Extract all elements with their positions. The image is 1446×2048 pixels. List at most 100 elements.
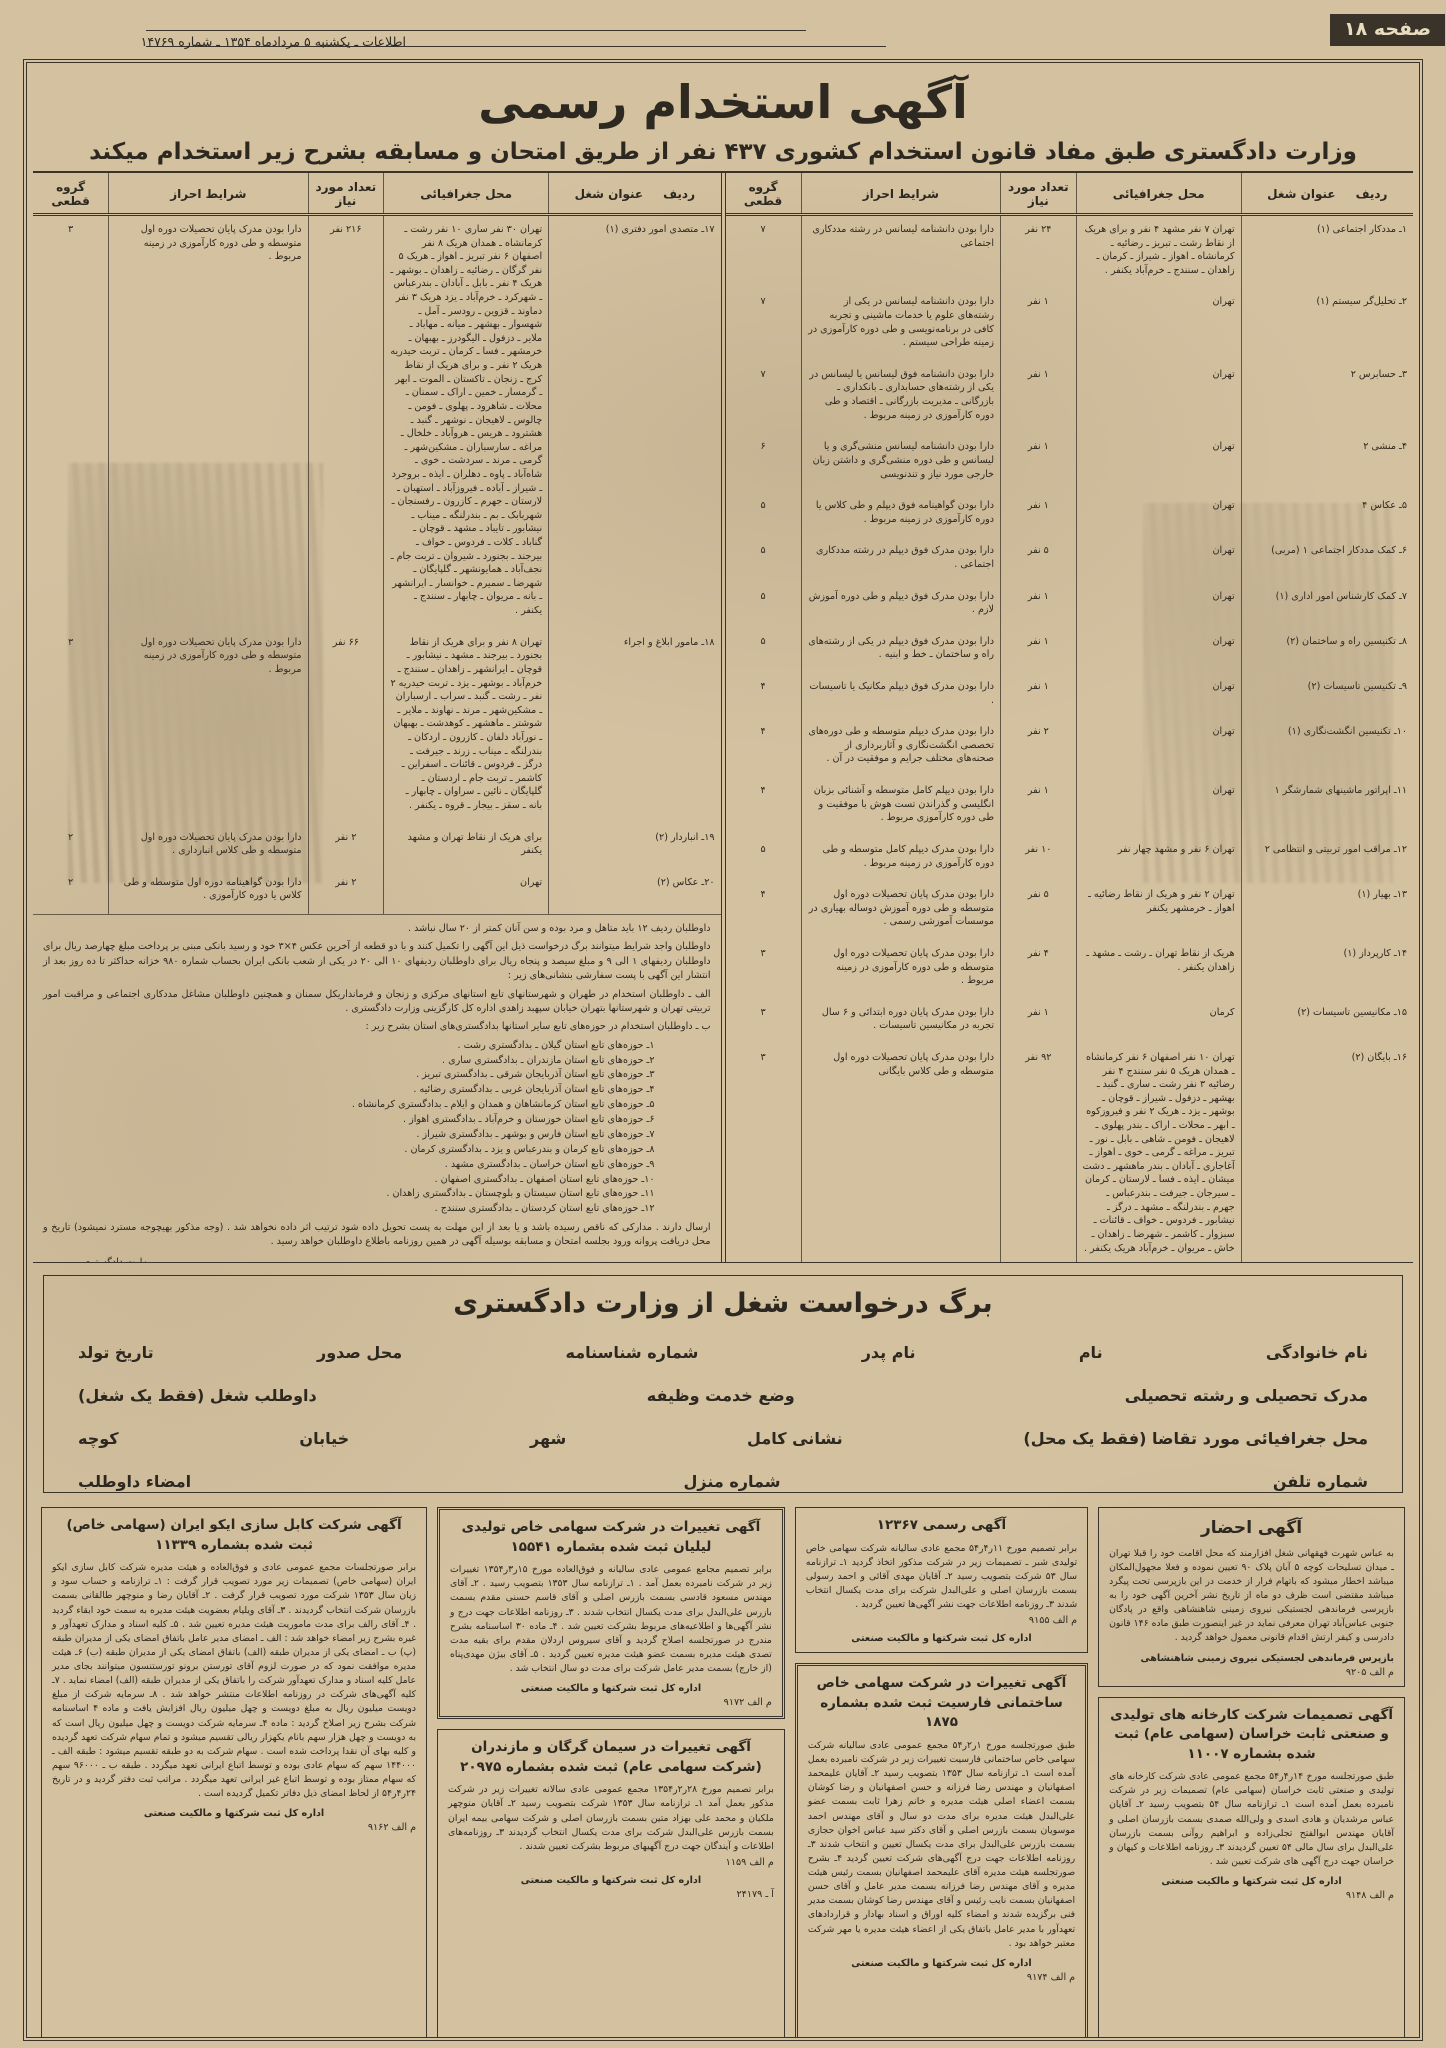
district-address: ۸ـ حوزه‌های تابع کرمان و بندرعباس و یزد … bbox=[404, 1143, 655, 1155]
job-requirements: دارا بودن دیپلم کامل متوسطه و آشنائی بزب… bbox=[800, 777, 1001, 836]
field-street[interactable]: خیابان bbox=[299, 1429, 350, 1448]
job-title: ۱۷ـ متصدی امور دفتری (۱) bbox=[548, 214, 721, 629]
job-group: ۷ bbox=[760, 368, 766, 380]
job-title: ۱۱ـ اپراتور ماشینهای شمارشگر ۱ bbox=[1240, 777, 1413, 836]
ad-registry-office: اداره کل ثبت شرکتها و مالکیت صنعتی bbox=[1161, 1876, 1342, 1888]
job-locations: کرمان bbox=[1075, 998, 1242, 1044]
job-count: ۱ نفر bbox=[1000, 777, 1077, 836]
field-last-name[interactable]: نام خانوادگی bbox=[1265, 1343, 1368, 1362]
note-closing: ارسال دارند . مدارکی که ناقص رسیده باشد … bbox=[43, 1222, 711, 1248]
job-locations: تهران bbox=[1075, 718, 1242, 778]
job-locations: تهران ۲ نفر و هریک از نقاط رضائیه ـ اهوا… bbox=[1075, 881, 1242, 940]
job-locations: تهران ۳۰ نفر ساری ۱۰ نفر رشت ـ کرمانشاه … bbox=[383, 214, 549, 629]
field-father-name[interactable]: نام پدر bbox=[861, 1343, 916, 1362]
job-row: ۷ـ کمک کارشناس امور اداری (۱) تهران ۱ نف… bbox=[726, 582, 1413, 628]
job-title: ۸ـ تکنیسین راه و ساختمان (۲) bbox=[1240, 627, 1413, 674]
form-row-identity: نام خانوادگی نام نام پدر شماره شناسنامه … bbox=[78, 1343, 1368, 1362]
note-row12: داوطلبان ردیف ۱۲ باید متاهل و مرد بوده و… bbox=[408, 923, 711, 935]
job-row: ۶ـ کمک مددکار اجتماعی ۱ (مربی) تهران ۵ ن… bbox=[726, 537, 1413, 583]
field-degree[interactable]: مدرک تحصیلی و رشته تحصیلی bbox=[1124, 1386, 1368, 1405]
job-group: ۳ bbox=[760, 947, 766, 959]
job-count: ۱ نفر bbox=[1000, 627, 1077, 674]
district-address: ۳ـ حوزه‌های تابع استان آذربایجان شرقی ـ … bbox=[416, 1069, 655, 1081]
field-phone-number[interactable]: شماره تلفن bbox=[1272, 1472, 1368, 1491]
job-locations: تهران bbox=[1075, 627, 1242, 674]
ads-column-1: آگهی احضار به عباس شهرت فهقهانی شغل افزا… bbox=[1098, 1507, 1405, 2037]
field-alley[interactable]: کوچه bbox=[78, 1429, 119, 1448]
job-group: ۲ bbox=[68, 876, 74, 888]
job-count: ۱ نفر bbox=[1000, 998, 1077, 1044]
job-title: ۲۰ـ عکاس (۲) bbox=[548, 868, 721, 915]
job-count: ۱ نفر bbox=[1000, 433, 1077, 493]
field-desired-job[interactable]: داوطلب شغل (فقط یک شغل) bbox=[78, 1386, 317, 1405]
field-first-name[interactable]: نام bbox=[1078, 1343, 1103, 1362]
job-title: ۳ـ حسابرس ۲ bbox=[1240, 360, 1413, 434]
employment-table-rows-17-20: ردیفعنوان شغل محل جغرافیائی تعداد مورد ن… bbox=[33, 173, 721, 915]
job-count: ۴ نفر bbox=[1000, 939, 1077, 999]
district-address: ۵ـ حوزه‌های تابع استان کرمانشاهان و همدا… bbox=[351, 1099, 655, 1111]
job-row: ۳ـ حسابرس ۲ تهران ۱ نفر دارا بودن دانشنا… bbox=[726, 360, 1413, 434]
job-locations: تهران bbox=[1075, 777, 1242, 836]
table-center-divider bbox=[720, 173, 726, 1262]
address-provinces-intro: ب ـ داوطلبان استخدام در حوزه‌های تابع سا… bbox=[365, 1021, 711, 1033]
ad-ref-number: م الف ۹۱۶۲ bbox=[367, 1822, 417, 1834]
job-title: ۴ـ منشی ۲ bbox=[1240, 433, 1413, 493]
employment-ad-masthead: آگهی استخدام رسمی وزارت دادگستری طبق مفا… bbox=[33, 67, 1413, 173]
field-birth-date[interactable]: تاریخ تولد bbox=[78, 1343, 154, 1362]
field-id-number[interactable]: شماره شناسنامه bbox=[565, 1343, 699, 1362]
form-row-education: مدرک تحصیلی و رشته تحصیلی وضع خدمت وظیفه… bbox=[78, 1386, 1368, 1405]
form-row-location: محل جغرافیائی مورد تقاضا (فقط یک محل) نش… bbox=[78, 1429, 1368, 1448]
jobs-tables: ردیفعنوان شغل محل جغرافیائی تعداد مورد ن… bbox=[33, 173, 1413, 1263]
field-requested-location[interactable]: محل جغرافیائی مورد تقاضا (فقط یک محل) bbox=[1023, 1429, 1368, 1448]
ad-body: برابر تصمیم مورخ ۱۱ر۴ر۵۴ مجمع عادی سالیا… bbox=[805, 1542, 1078, 1611]
job-count: ۲ نفر bbox=[307, 823, 384, 869]
job-locations: تهران bbox=[383, 868, 549, 915]
field-city[interactable]: شهر bbox=[529, 1429, 567, 1448]
job-locations: هریک از نقاط تهران ـ رشت ـ مشهد ـ زاهدان… bbox=[1075, 939, 1242, 999]
ad-body: برابر تصمیم مجامع عمومی عادی سالیانه و ف… bbox=[450, 1564, 772, 1674]
district-address: ۱ـ حوزه‌های تابع استان گیلان ـ بدادگستری… bbox=[457, 1039, 655, 1051]
ads-column-3: آگهی تغییرات در شرکت سهامی خاص تولیدی لی… bbox=[437, 1507, 785, 2037]
page-number-badge: صفحه ۱۸ bbox=[1330, 14, 1446, 46]
job-locations: تهران bbox=[1075, 582, 1242, 628]
job-count: ۲ نفر bbox=[307, 868, 384, 915]
job-requirements: دارا بودن دانشنامه فوق لیسانس یا لیسانس … bbox=[800, 360, 1001, 434]
job-group: ۵ bbox=[760, 545, 766, 557]
job-count: ۶۶ نفر bbox=[307, 628, 384, 824]
job-row: ۵ـ عکاس ۴ تهران ۱ نفر دارا بودن گواهینام… bbox=[726, 492, 1413, 538]
ad-ref-number: م الف ۹۱۵۵ bbox=[1028, 1615, 1078, 1627]
field-military-status[interactable]: وضع خدمت وظیفه bbox=[646, 1386, 795, 1405]
ad-iko-iran-cable: آگهی شرکت کابل سازی ایکو ایران (سهامی خا… bbox=[41, 1507, 428, 2037]
job-group: ۶ bbox=[760, 441, 766, 453]
district-address-list: ۱ـ حوزه‌های تابع استان گیلان ـ بدادگستری… bbox=[43, 1039, 711, 1217]
ad-title: آگهی تغییرات در شرکت سهامی خاص ساختمانی … bbox=[816, 1675, 1067, 1731]
job-row: ۱۱ـ اپراتور ماشینهای شمارشگر ۱ تهران ۱ ن… bbox=[726, 777, 1413, 836]
ministry-signature: وزارت دادگستری bbox=[43, 1256, 711, 1262]
job-title: ۱۳ـ بهیار (۱) bbox=[1240, 881, 1413, 940]
field-house-number[interactable]: شماره منزل bbox=[683, 1472, 781, 1491]
ad-body: طبق صورتجلسه مورخ ۱ر۲ر۵۴ مجمع عمومی عادی… bbox=[807, 1739, 1076, 1949]
job-count: ۱ نفر bbox=[1000, 492, 1077, 538]
field-applicant-signature[interactable]: امضاء داوطلب bbox=[78, 1472, 192, 1491]
job-row: ۱ـ مددکار اجتماعی (۱) تهران ۷ نفر مشهد ۴… bbox=[726, 214, 1413, 289]
job-requirements: دارا بودن گواهینامه دوره اول متوسطه و طی… bbox=[108, 868, 309, 915]
ad-title: آگهی تغییرات در سیمان گرگان و مازندران (… bbox=[460, 1739, 762, 1775]
job-group: ۳ bbox=[68, 224, 74, 235]
job-requirements: دارا بودن مدرک دیپلم متوسطه و طی دوره‌ها… bbox=[800, 718, 1001, 778]
job-group: ۵ bbox=[760, 500, 766, 512]
ad-gorgan-cement: آگهی تغییرات در سیمان گرگان و مازندران (… bbox=[437, 1729, 785, 2037]
job-count: ۲۱۶ نفر bbox=[307, 214, 384, 629]
job-group: ۳ bbox=[68, 636, 74, 648]
ad-title: آگهی شرکت کابل سازی ایکو ایران (سهامی خا… bbox=[66, 1517, 402, 1553]
field-id-issue-place[interactable]: محل صدور bbox=[317, 1343, 403, 1362]
district-address: ۴ـ حوزه‌های تابع استان آذربایجان غربی ـ … bbox=[413, 1084, 655, 1096]
ad-body: برابر تصمیم مورخ ۲۸ر۲ر۱۳۵۴ مجمع عمومی عا… bbox=[448, 1784, 774, 1852]
district-address: ۶ـ حوزه‌های تابع استان خوزستان و خرم‌آبا… bbox=[403, 1114, 655, 1126]
job-title: ۹ـ تکنیسین تاسیسات (۲) bbox=[1240, 673, 1413, 719]
job-locations: تهران ۷ نفر مشهد ۴ نفر و برای هریک از نق… bbox=[1075, 214, 1242, 289]
job-title: ۱۹ـ انباردار (۲) bbox=[548, 823, 721, 869]
address-tehran: الف ـ داوطلبان استخدام در طهران و شهرستا… bbox=[43, 988, 711, 1014]
field-full-address[interactable]: نشانی کامل bbox=[747, 1429, 843, 1448]
job-title: ۱۶ـ بایگان (۲) bbox=[1240, 1043, 1413, 1262]
